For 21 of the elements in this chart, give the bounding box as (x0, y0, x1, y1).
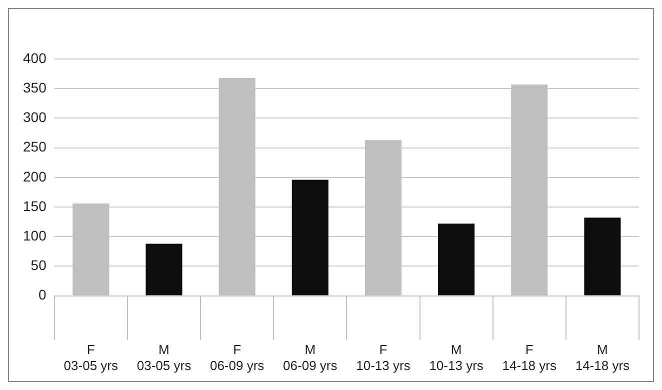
bar (146, 244, 182, 296)
y-tick-label: 0 (38, 286, 47, 303)
y-tick-label: 400 (23, 50, 47, 66)
x-tick-label: F 14-18 yrs (502, 342, 557, 373)
x-tick-label: M 14-18 yrs (575, 342, 630, 373)
x-tick-label: M 03-05 yrs (136, 342, 192, 373)
bar (438, 224, 475, 296)
y-tick-label: 300 (23, 109, 47, 126)
y-tick-label: 250 (23, 138, 47, 155)
y-tick-label: 150 (23, 198, 47, 214)
x-tick-label: F 03-05 yrs (64, 342, 118, 373)
bar (584, 218, 621, 296)
x-tick-label: F 10-13 yrs (356, 342, 411, 373)
bar (292, 180, 328, 296)
x-tick-label: F 06-09 yrs (210, 342, 265, 373)
y-tick-label: 200 (23, 168, 47, 184)
y-tick-label: 100 (23, 227, 47, 244)
x-tick-label: M 06-09 yrs (283, 342, 338, 373)
x-tick-label: M 10-13 yrs (429, 342, 484, 373)
y-tick-label: 350 (23, 79, 47, 96)
y-tick-label: 50 (30, 257, 47, 274)
